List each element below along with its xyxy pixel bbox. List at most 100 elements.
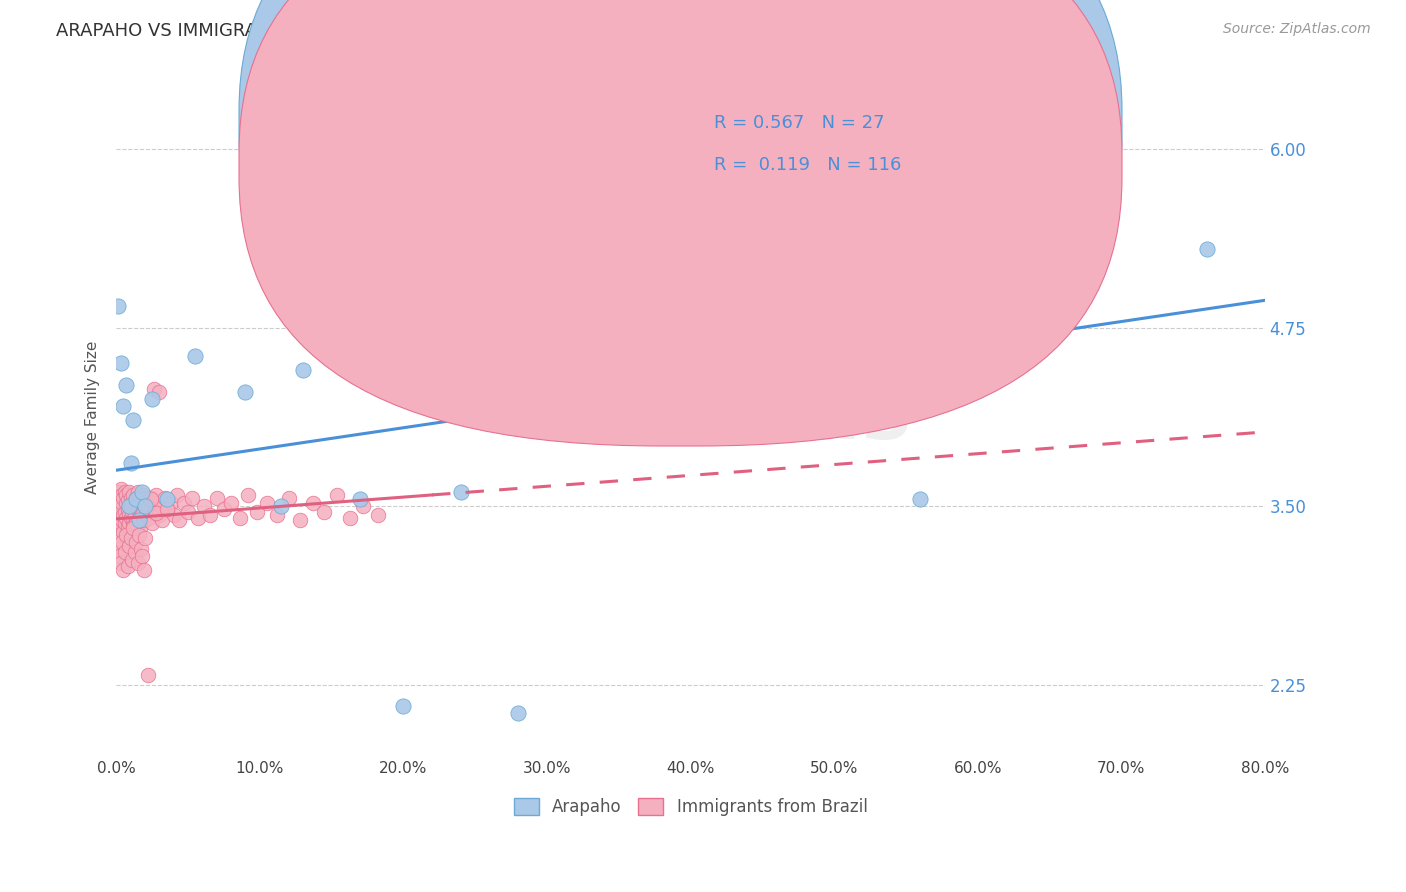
Point [131, 496, 153, 510]
Point [723, 349, 745, 363]
Point [131, 549, 153, 564]
Point [110, 356, 132, 370]
Point [125, 516, 148, 531]
Point [367, 508, 389, 522]
Text: R =  0.119   N = 116: R = 0.119 N = 116 [714, 156, 901, 174]
Point [121, 496, 143, 510]
Point [122, 519, 145, 533]
Point [112, 564, 135, 578]
Point [118, 539, 141, 553]
Point [118, 499, 141, 513]
Point [111, 513, 134, 527]
Point [107, 520, 129, 534]
Point [107, 299, 129, 313]
Point [229, 510, 252, 524]
Point [128, 493, 150, 508]
Point [115, 496, 138, 510]
Point [112, 399, 135, 413]
Point [349, 491, 371, 506]
Point [145, 506, 167, 520]
Point [163, 508, 186, 522]
Point [124, 545, 146, 559]
Point [108, 506, 131, 520]
Point [136, 499, 159, 513]
Point [124, 499, 146, 513]
Point [266, 508, 288, 522]
Text: atlas: atlas [690, 378, 914, 456]
Point [181, 491, 204, 505]
Point [166, 488, 188, 502]
Point [143, 505, 166, 519]
Point [108, 549, 131, 564]
Point [153, 491, 176, 505]
Point [193, 499, 215, 513]
Point [117, 559, 139, 574]
Point [110, 516, 132, 531]
Point [128, 510, 150, 524]
Point [139, 491, 162, 506]
Point [107, 484, 129, 499]
Point [142, 496, 165, 510]
Point [121, 505, 143, 519]
Point [156, 502, 179, 516]
Point [142, 382, 165, 396]
Point [155, 502, 177, 516]
Point [120, 510, 142, 524]
Point [198, 508, 221, 522]
Point [392, 699, 415, 714]
Point [132, 513, 155, 527]
Point [118, 484, 141, 499]
Point [212, 502, 235, 516]
Point [115, 488, 138, 502]
Point [114, 505, 136, 519]
Point [149, 499, 172, 513]
Point [508, 706, 530, 721]
Point [125, 491, 148, 505]
Point [184, 349, 207, 363]
Point [129, 542, 152, 557]
Point [159, 496, 181, 510]
Point [145, 488, 167, 502]
Point [173, 496, 195, 510]
Point [111, 496, 134, 510]
Point [352, 499, 374, 513]
Point [115, 377, 138, 392]
Point [120, 491, 142, 505]
Point [141, 516, 163, 531]
Point [114, 516, 136, 531]
Point [120, 499, 142, 513]
Point [122, 413, 145, 427]
Point [288, 513, 311, 527]
Point [129, 502, 152, 516]
Point [128, 513, 150, 527]
Text: ZIP: ZIP [543, 378, 690, 456]
Point [155, 491, 177, 506]
Point [114, 484, 136, 499]
Point [111, 488, 134, 502]
Point [112, 524, 135, 539]
Point [108, 531, 131, 545]
Y-axis label: Average Family Size: Average Family Size [86, 340, 100, 493]
Point [120, 531, 142, 545]
Point [148, 508, 170, 522]
Point [246, 505, 269, 519]
Point [205, 491, 228, 505]
Point [235, 384, 257, 399]
Point [135, 508, 157, 522]
Point [219, 496, 242, 510]
Text: ARAPAHO VS IMMIGRANTS FROM BRAZIL AVERAGE FAMILY SIZE CORRELATION CHART: ARAPAHO VS IMMIGRANTS FROM BRAZIL AVERAG… [56, 22, 823, 40]
Point [115, 510, 138, 524]
Text: Source: ZipAtlas.com: Source: ZipAtlas.com [1223, 22, 1371, 37]
Point [127, 557, 149, 571]
Point [326, 488, 349, 502]
Point [114, 545, 136, 559]
Point [134, 499, 156, 513]
Point [150, 513, 173, 527]
Point [187, 510, 209, 524]
Point [132, 564, 155, 578]
Point [107, 542, 129, 557]
Point [138, 510, 160, 524]
Point [112, 508, 135, 522]
Point [110, 482, 132, 496]
Point [132, 488, 155, 502]
